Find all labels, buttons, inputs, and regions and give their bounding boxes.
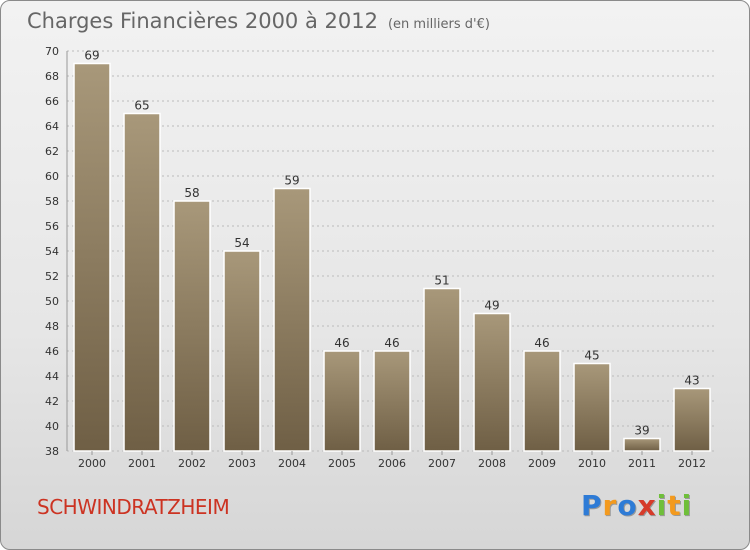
y-tick-label: 68 [45,70,59,83]
x-tick-label: 2004 [278,457,306,470]
y-tick-label: 48 [45,320,59,333]
bar [523,350,561,452]
bar [223,250,261,452]
y-tick-label: 64 [45,120,59,133]
chart-title: Charges Financières 2000 à 2012 (en milli… [27,9,490,33]
x-tick-label: 2000 [78,457,106,470]
y-tick-label: 40 [45,420,59,433]
y-tick-label: 70 [45,45,59,58]
y-tick-label: 60 [45,170,59,183]
data-label: 39 [634,424,649,438]
data-label: 65 [134,99,149,113]
logo-letter: i [656,489,668,522]
proxiti-logo: Proxiti [581,489,692,522]
data-label: 69 [84,49,99,63]
bar [623,437,661,452]
y-tick-label: 46 [45,345,59,358]
commune-name: SCHWINDRATZHEIM [37,495,230,519]
bar [123,112,161,452]
chart-title-text: Charges Financières 2000 à 2012 [27,9,378,33]
bar [273,187,311,452]
bar [473,312,511,452]
x-tick-label: 2006 [378,457,406,470]
logo-letter: r [602,489,618,522]
bar [673,387,711,452]
bar [323,350,361,452]
y-tick-label: 42 [45,395,59,408]
logo-letter: P [581,489,603,522]
data-label: 59 [284,174,299,188]
data-label: 49 [484,299,499,313]
data-label: 46 [384,336,399,350]
x-tick-label: 2002 [178,457,206,470]
bar [573,362,611,452]
y-tick-label: 50 [45,295,59,308]
x-tick-label: 2005 [328,457,356,470]
x-tick-label: 2007 [428,457,456,470]
y-tick-label: 62 [45,145,59,158]
chart-subtitle: (en milliers d'€) [387,17,490,32]
x-tick-label: 2003 [228,457,256,470]
data-label: 58 [184,186,199,200]
y-tick-label: 54 [45,245,59,258]
y-tick-label: 44 [45,370,59,383]
y-tick-label: 66 [45,95,59,108]
bar [73,62,111,452]
data-label: 43 [684,374,699,388]
bar [423,287,461,452]
logo-letter: x [637,489,657,522]
data-label: 46 [534,336,549,350]
data-label: 51 [434,274,449,288]
y-tick-label: 58 [45,195,59,208]
y-tick-label: 56 [45,220,59,233]
logo-letter: i [681,489,693,522]
y-tick-label: 38 [45,445,59,458]
x-tick-label: 2010 [578,457,606,470]
logo-letter: t [667,489,682,522]
x-tick-label: 2008 [478,457,506,470]
data-label: 45 [584,349,599,363]
data-label: 46 [334,336,349,350]
x-tick-label: 2011 [628,457,656,470]
data-label: 54 [234,236,249,250]
bar [173,200,211,452]
logo-letter: o [617,489,638,522]
x-tick-label: 2009 [528,457,556,470]
y-tick-label: 52 [45,270,59,283]
bar [373,350,411,452]
x-tick-label: 2001 [128,457,156,470]
x-tick-label: 2012 [678,457,706,470]
